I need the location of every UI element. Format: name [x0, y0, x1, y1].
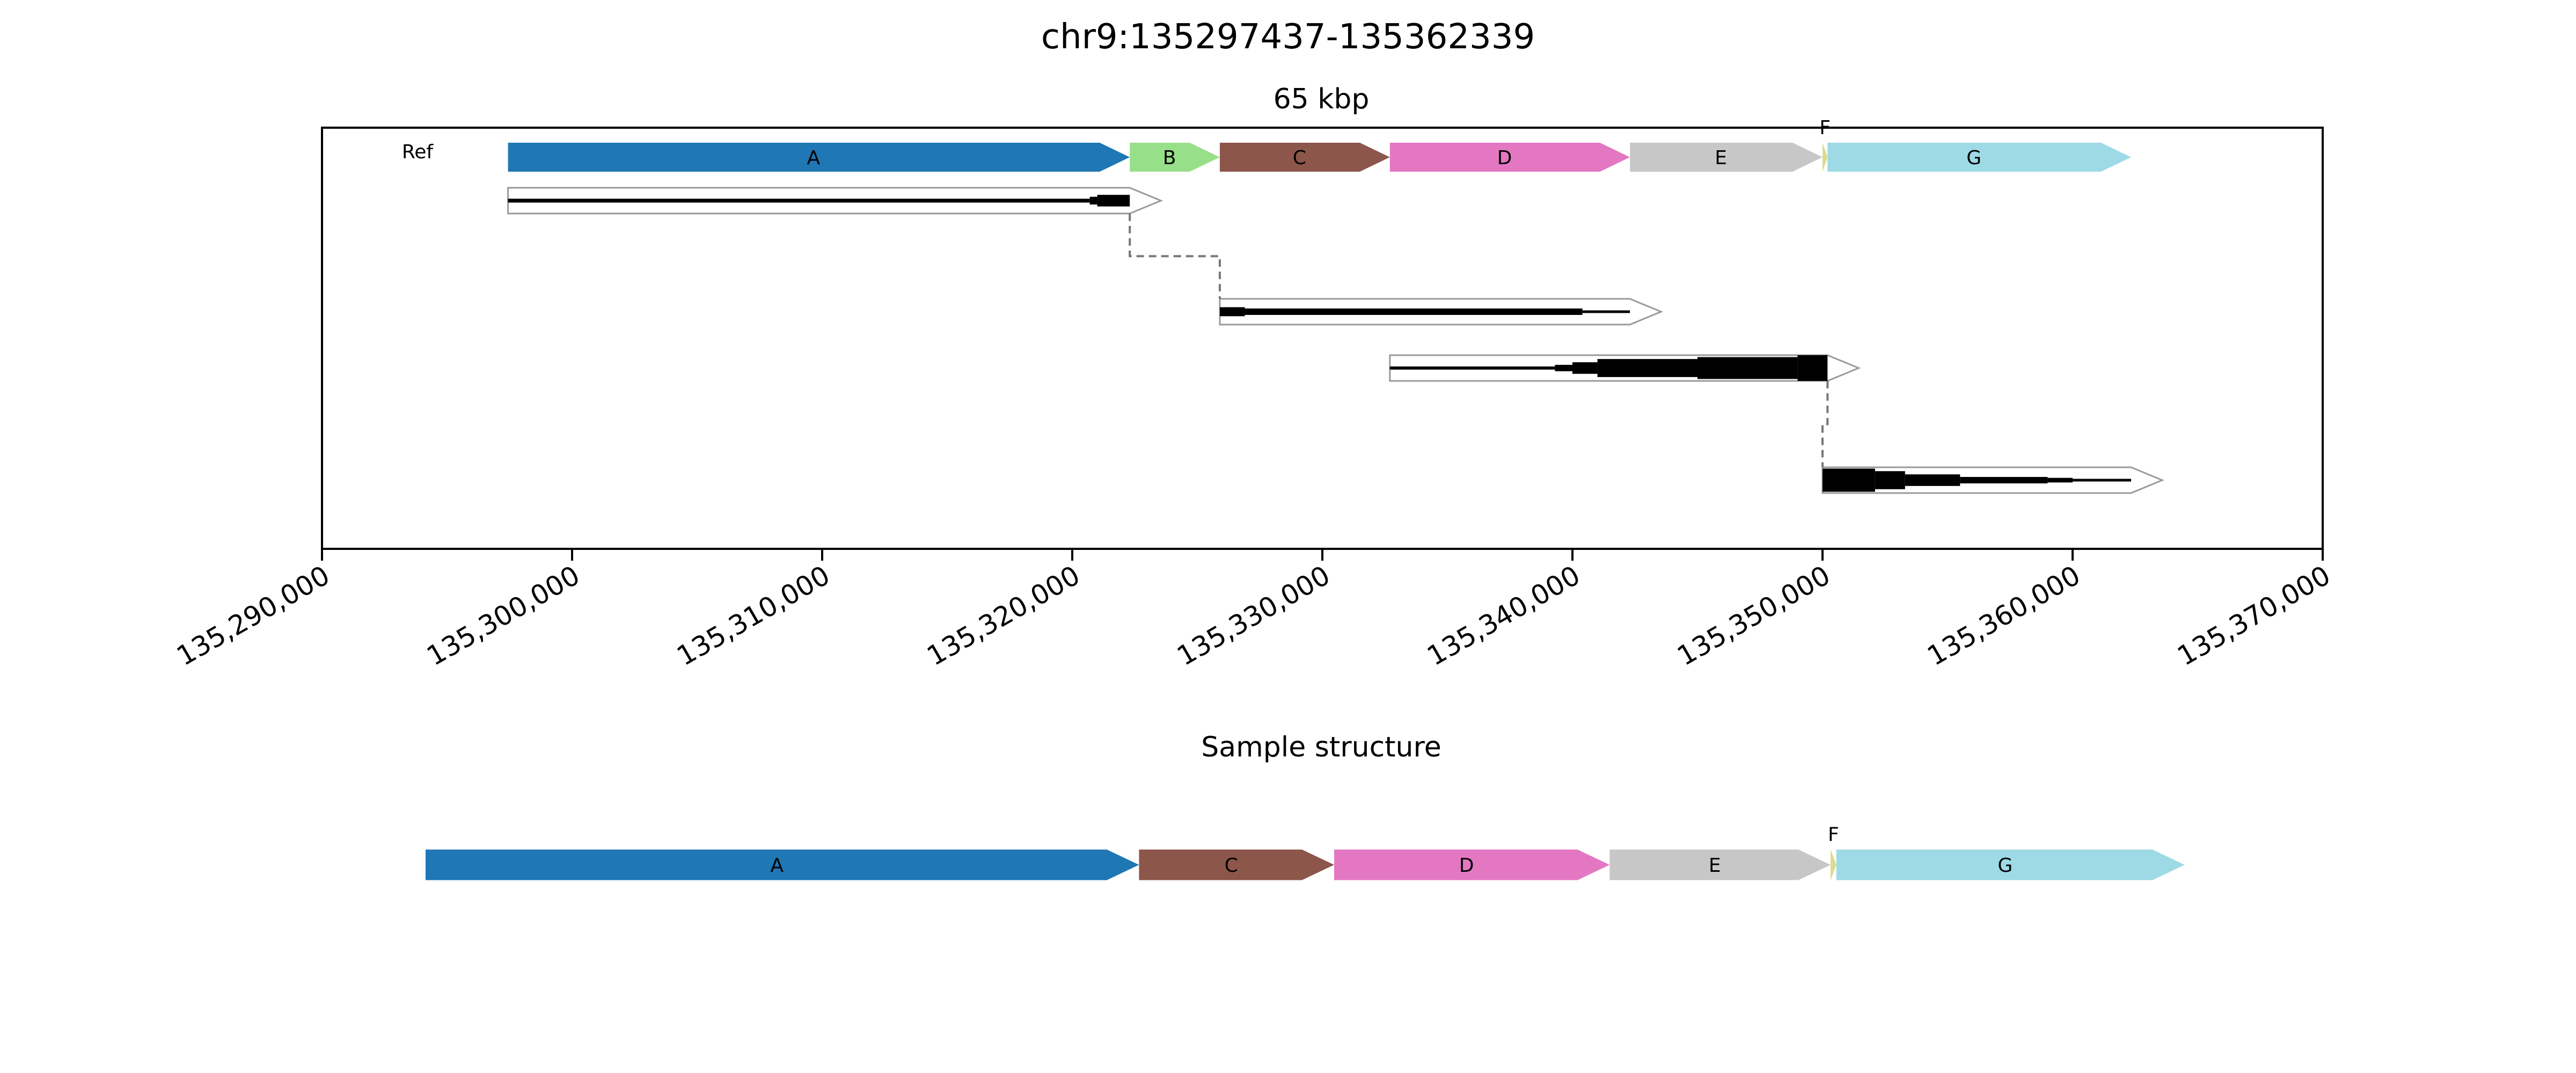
x-tick-label-1: 135,300,000 — [422, 560, 585, 672]
ref-segment-label-a: A — [807, 147, 821, 169]
coverage-block-3-0 — [1823, 468, 1875, 492]
sample-segment-label-e: E — [1709, 855, 1721, 877]
coverage-block-3-4 — [2047, 477, 2073, 483]
ref-segment-f — [1823, 143, 1828, 172]
x-axis: 135,290,000 135,300,000 135,310,000 135,320… — [172, 549, 2336, 672]
coverage-block-3-3 — [1960, 477, 2048, 483]
coverage-block-2-1 — [1555, 365, 1572, 371]
ref-segment-g — [1827, 143, 2131, 172]
coverage-block-2-3 — [1597, 359, 1697, 377]
ref-segment-label-g: G — [1966, 147, 1981, 169]
sample-segment-label-a: A — [770, 855, 784, 877]
sample-segment-label-g: G — [1997, 855, 2012, 877]
ref-segment-e — [1630, 143, 1823, 172]
coverage-block-1-1 — [1245, 308, 1583, 315]
sample-segment-f — [1831, 849, 1836, 880]
sample-segment-label-c: C — [1225, 855, 1238, 877]
x-tick-label-6: 135,350,000 — [1672, 560, 1835, 672]
ref-segment-label-e: E — [1715, 147, 1727, 169]
junction-connector-0 — [1129, 214, 1221, 299]
x-tick-label-4: 135,330,000 — [1172, 560, 1335, 672]
x-tick-label-8: 135,370,000 — [2172, 560, 2336, 672]
coverage-block-0-2 — [1097, 195, 1130, 207]
ref-segment-d — [1389, 143, 1630, 172]
figure-title: chr9:135297437-135362339 — [1041, 17, 1535, 57]
sample-segment-a — [426, 849, 1139, 880]
x-tick-label-5: 135,340,000 — [1422, 560, 1585, 672]
x-tick-label-2: 135,310,000 — [672, 560, 835, 672]
sample-structure-track: A C D E F G — [426, 824, 2185, 880]
sample-segment-label-d: D — [1459, 855, 1474, 877]
x-tick-label-3: 135,320,000 — [922, 560, 1085, 672]
sample-segment-g — [1836, 849, 2185, 880]
junction-connector-1 — [1821, 381, 1829, 467]
reference-segment-track: A B C D E F G — [508, 117, 2131, 172]
coverage-block-2-4 — [1697, 357, 1798, 379]
sample-segment-e — [1609, 849, 1831, 880]
span-label: 65 kbp — [1274, 83, 1370, 115]
ref-segment-c — [1219, 143, 1390, 172]
sample-segment-c — [1139, 849, 1335, 880]
coverage-block-3-1 — [1875, 471, 1905, 489]
coverage-block-0-1 — [1089, 196, 1097, 205]
x-tick-label-0: 135,290,000 — [172, 560, 335, 672]
ref-segment-a — [508, 143, 1130, 172]
coverage-block-3-2 — [1905, 474, 1960, 486]
coverage-block-0-0 — [508, 199, 1090, 203]
alignment-tracks — [507, 187, 2164, 494]
ref-label: Ref — [402, 141, 434, 163]
ref-segment-label-d: D — [1497, 147, 1512, 169]
ref-segment-label-c: C — [1293, 147, 1306, 169]
ref-segment-b — [1130, 143, 1220, 172]
sample-segment-label-f: F — [1828, 824, 1839, 846]
coverage-block-2-2 — [1572, 362, 1598, 374]
sample-segment-d — [1334, 849, 1610, 880]
coverage-block-2-0 — [1389, 366, 1555, 370]
sample-structure-title: Sample structure — [1201, 731, 1441, 763]
coverage-block-1-0 — [1219, 307, 1245, 317]
x-tick-label-7: 135,360,000 — [1922, 560, 2085, 672]
coverage-block-2-5 — [1797, 355, 1828, 381]
coverage-block-3-5 — [2073, 479, 2131, 482]
ref-segment-label-f: F — [1819, 117, 1831, 139]
coverage-block-1-2 — [1582, 310, 1630, 313]
ref-segment-label-b: B — [1163, 147, 1176, 169]
